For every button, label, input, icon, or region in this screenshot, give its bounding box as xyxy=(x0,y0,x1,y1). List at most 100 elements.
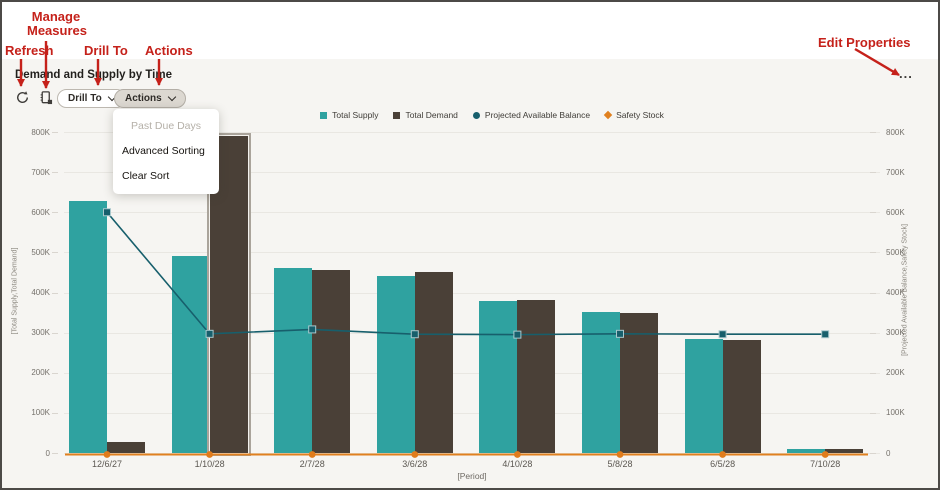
menu-item-clear-sort[interactable]: Clear Sort xyxy=(122,170,170,182)
x-axis-tick-label: 3/6/28 xyxy=(402,459,428,469)
manage-measures-button[interactable] xyxy=(38,90,54,106)
legend-item-total-demand[interactable]: Total Demand xyxy=(393,110,458,120)
y-axis-left-tick-label: 800K xyxy=(31,127,50,137)
y-tick-mark-right xyxy=(870,172,876,174)
y-axis-left-tick-label: 400K xyxy=(31,288,50,297)
bar-total-supply-12/6/27[interactable] xyxy=(69,201,107,453)
y-axis-right-tick-label: 300K xyxy=(886,328,905,338)
annotation-manage-measures-line2: Measures xyxy=(27,23,87,38)
gridline-600K xyxy=(64,212,880,214)
bar-total-demand-5/8/28[interactable] xyxy=(620,312,658,453)
y-axis-left-tick-label: 500K xyxy=(31,247,50,257)
annotation-refresh: Refresh xyxy=(5,43,54,58)
actions-menu: Past Due Days Advanced Sorting Clear Sort xyxy=(113,109,219,194)
y-tick-mark-left xyxy=(52,172,58,174)
menu-item-advanced-sorting[interactable]: Advanced Sorting xyxy=(122,145,205,157)
annotation-actions: Actions xyxy=(145,43,193,58)
bar-total-supply-6/5/28[interactable] xyxy=(684,339,723,453)
bar-total-supply-5/8/28[interactable] xyxy=(582,312,620,453)
y-axis-right-tick-label: 500K xyxy=(886,247,905,257)
y-tick-mark-right xyxy=(870,132,876,133)
y-axis-right-tick-label: 200K xyxy=(886,368,905,378)
x-axis-tick-label: 5/8/28 xyxy=(607,459,633,469)
gridline-200K xyxy=(64,372,880,374)
y-tick-mark-left xyxy=(52,292,58,294)
x-axis-tick-label: 4/10/28 xyxy=(502,459,533,469)
x-axis-title: [Period] xyxy=(457,471,487,481)
manage-measures-icon xyxy=(40,91,53,105)
y-tick-mark-left xyxy=(52,212,58,214)
legend-square-swatch xyxy=(320,111,328,119)
chevron-down-icon xyxy=(167,92,176,102)
gridline-500K xyxy=(64,252,880,254)
y-axis-right-tick-label: 100K xyxy=(886,408,905,418)
y-tick-mark-right xyxy=(870,252,876,254)
edit-properties-overflow-button[interactable]: ... xyxy=(899,66,913,81)
bar-total-supply-2/7/28[interactable] xyxy=(274,267,313,453)
bar-total-demand-7/10/28[interactable] xyxy=(825,449,864,453)
bar-total-demand-4/10/28[interactable] xyxy=(517,299,556,453)
y-tick-mark-right xyxy=(870,453,876,454)
legend-diamond-swatch xyxy=(603,110,613,120)
annotation-manage-measures: Manage Measures xyxy=(27,9,87,38)
y-axis-left-tick-label: 600K xyxy=(31,207,50,217)
x-axis-tick-label: 6/5/28 xyxy=(710,459,736,469)
x-axis-tick-label: 12/6/27 xyxy=(91,459,123,469)
y-tick-mark-left xyxy=(52,453,58,454)
y-tick-mark-left xyxy=(52,252,58,254)
bar-total-supply-3/6/28[interactable] xyxy=(376,276,415,453)
y-tick-mark-right xyxy=(870,412,876,414)
y-tick-mark-left xyxy=(52,372,58,374)
y-axis-left-tick-label: 700K xyxy=(31,167,50,177)
y-tick-mark-left xyxy=(52,412,58,414)
bar-total-demand-2/7/28[interactable] xyxy=(312,270,351,453)
legend-item-safety-stock[interactable]: Safety Stock xyxy=(603,110,664,120)
bar-total-demand-6/5/28[interactable] xyxy=(722,339,761,453)
y-tick-mark-right xyxy=(870,292,876,294)
y-axis-right-tick-label: 800K xyxy=(886,127,905,137)
gridline-800K xyxy=(64,132,880,133)
legend-label: Total Demand xyxy=(405,110,458,120)
x-axis-tick-label: 7/10/28 xyxy=(810,459,841,469)
legend-label: Projected Available Balance xyxy=(484,110,591,120)
bar-total-supply-4/10/28[interactable] xyxy=(479,300,518,453)
annotation-edit-properties: Edit Properties xyxy=(818,35,911,50)
menu-item-past-due-days: Past Due Days xyxy=(130,120,202,132)
actions-button-label: Actions xyxy=(125,93,162,104)
bar-total-demand-12/6/27[interactable] xyxy=(107,442,145,453)
y-axis-left-tick-label: 100K xyxy=(31,408,50,418)
y-axis-right-tick-label: 400K xyxy=(886,288,905,297)
y-axis-left-tick-label: 200K xyxy=(31,368,50,378)
drill-to-button-label: Drill To xyxy=(68,93,102,104)
y-axis-right-tick-label: 0 xyxy=(886,448,891,458)
page-title: Demand and Supply by Time xyxy=(15,69,172,81)
annotation-manage-measures-line1: Manage xyxy=(31,9,81,24)
legend-item-projected-available-balance[interactable]: Projected Available Balance xyxy=(472,110,591,120)
y-tick-mark-right xyxy=(870,212,876,214)
legend-item-total-supply[interactable]: Total Supply xyxy=(320,110,378,120)
annotation-drill-to: Drill To xyxy=(84,43,128,58)
y-axis-right-tick-label: 600K xyxy=(886,207,905,217)
y-tick-mark-right xyxy=(870,332,876,334)
refresh-button[interactable] xyxy=(15,90,31,106)
chart-legend: Total Supply Total Demand Projected Availa… xyxy=(102,110,882,120)
refresh-icon xyxy=(17,91,28,103)
bar-total-supply-1/10/28[interactable] xyxy=(171,255,210,453)
y-tick-mark-right xyxy=(870,372,876,374)
y-axis-left-tick-label: 0 xyxy=(45,448,50,458)
gridline-0 xyxy=(64,453,880,454)
x-axis-tick-label: 2/7/28 xyxy=(299,459,325,469)
legend-label: Safety Stock xyxy=(616,110,664,120)
drill-to-button[interactable]: Drill To xyxy=(57,89,126,108)
bar-total-supply-7/10/28[interactable] xyxy=(787,448,826,453)
actions-button[interactable]: Actions xyxy=(114,89,186,108)
bar-total-demand-3/6/28[interactable] xyxy=(414,271,453,453)
gridline-700K xyxy=(64,172,880,174)
legend-square-swatch xyxy=(393,111,401,119)
x-axis-tick-label: 1/10/28 xyxy=(194,459,225,469)
legend-label: Total Supply xyxy=(332,110,379,120)
gridline-100K xyxy=(64,412,880,414)
y-tick-mark-left xyxy=(52,132,58,133)
